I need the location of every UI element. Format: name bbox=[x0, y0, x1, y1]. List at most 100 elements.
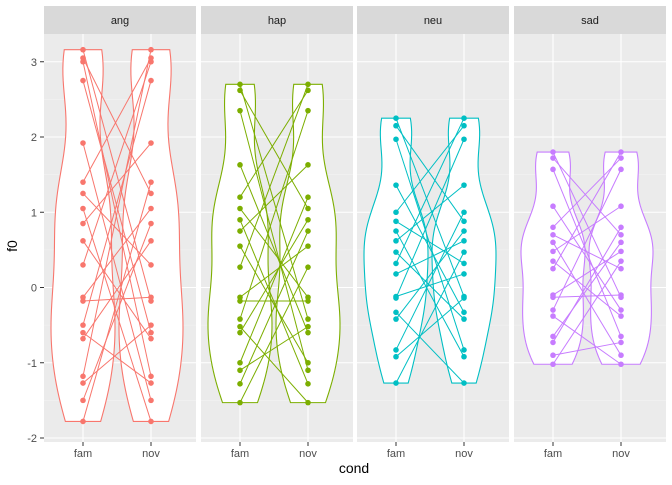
data-point-fam bbox=[80, 58, 86, 65]
data-point-nov bbox=[461, 238, 467, 244]
data-point-fam bbox=[80, 140, 86, 146]
panels-layer: ang fam nov hap fam nov neu fam nov sad fam nov bbox=[44, 6, 666, 460]
data-point-fam bbox=[237, 367, 243, 374]
data-point-nov bbox=[148, 179, 154, 185]
pair-line bbox=[395, 220, 465, 264]
data-point-nov bbox=[148, 418, 154, 425]
pair-line bbox=[395, 184, 465, 242]
data-point-fam bbox=[80, 262, 86, 268]
pair-line bbox=[552, 227, 622, 343]
y-axis-title: f0 bbox=[4, 240, 20, 252]
pair-line bbox=[239, 219, 309, 333]
pair-line bbox=[82, 332, 152, 384]
pair-line bbox=[239, 110, 309, 320]
y-tick-label: -2 bbox=[27, 433, 37, 445]
x-tick-label: fam bbox=[231, 448, 249, 460]
data-point-fam bbox=[393, 115, 399, 121]
data-point-fam bbox=[80, 329, 86, 336]
strip-background bbox=[514, 6, 666, 34]
pair-line bbox=[395, 139, 465, 351]
data-point-fam bbox=[393, 182, 399, 188]
data-point-nov bbox=[305, 205, 311, 212]
violin-ang-fam bbox=[50, 49, 116, 422]
data-point-fam bbox=[237, 162, 243, 168]
x-tick-label: fam bbox=[387, 448, 405, 460]
pair-line bbox=[552, 294, 622, 298]
data-point-fam bbox=[80, 179, 86, 185]
data-point-fam bbox=[237, 399, 243, 406]
data-point-nov bbox=[618, 313, 624, 319]
data-point-fam bbox=[80, 335, 86, 342]
pair-line bbox=[82, 61, 152, 377]
data-point-fam bbox=[550, 248, 556, 255]
strip-label-sad: sad bbox=[581, 15, 599, 27]
facet-panel-ang: ang fam nov bbox=[44, 6, 196, 460]
data-point-nov bbox=[461, 295, 467, 301]
data-point-nov bbox=[618, 333, 624, 340]
data-point-fam bbox=[237, 87, 243, 94]
data-point-fam bbox=[393, 260, 399, 267]
data-point-nov bbox=[305, 316, 311, 322]
data-point-fam bbox=[237, 205, 243, 212]
pair-line bbox=[82, 57, 152, 183]
pair-line bbox=[552, 242, 622, 356]
pair-line bbox=[239, 326, 309, 371]
data-point-nov bbox=[461, 209, 467, 216]
data-point-fam bbox=[550, 333, 556, 340]
pair-line bbox=[239, 197, 309, 363]
data-point-fam bbox=[80, 46, 86, 53]
data-point-nov bbox=[461, 271, 467, 277]
data-point-fam bbox=[237, 359, 243, 366]
data-point-fam bbox=[550, 265, 556, 272]
data-point-fam bbox=[237, 194, 243, 200]
data-point-fam bbox=[80, 298, 86, 304]
data-point-fam bbox=[237, 316, 243, 322]
pair-line bbox=[552, 234, 622, 270]
pair-line bbox=[552, 169, 622, 311]
y-tick-label: 3 bbox=[31, 57, 37, 69]
strip-background bbox=[201, 6, 353, 34]
data-point-fam bbox=[550, 307, 556, 313]
data-point-nov bbox=[618, 265, 624, 272]
data-point-nov bbox=[148, 190, 154, 197]
data-point-fam bbox=[393, 271, 399, 277]
pair-line bbox=[239, 208, 309, 298]
pair-line bbox=[82, 296, 152, 302]
pair-line bbox=[239, 84, 309, 320]
data-point-nov bbox=[305, 216, 311, 223]
y-tick-label: 2 bbox=[31, 132, 37, 144]
x-tick-label: nov bbox=[455, 448, 473, 460]
pair-line bbox=[395, 125, 465, 222]
pair-line bbox=[239, 164, 309, 333]
data-point-nov bbox=[148, 335, 154, 342]
data-point-nov bbox=[305, 107, 311, 114]
pair-line bbox=[239, 164, 309, 232]
data-point-nov bbox=[618, 339, 624, 346]
data-point-nov bbox=[461, 115, 467, 121]
data-point-fam bbox=[393, 209, 399, 216]
data-point-nov bbox=[305, 81, 311, 88]
data-point-fam bbox=[393, 347, 399, 353]
data-point-nov bbox=[148, 322, 154, 328]
y-axis: -2 -1 0 1 2 3 bbox=[27, 57, 44, 445]
x-tick-label: nov bbox=[142, 448, 160, 460]
pair-line bbox=[82, 142, 152, 401]
data-point-nov bbox=[618, 294, 624, 301]
pair-line bbox=[395, 117, 465, 264]
data-point-fam bbox=[550, 258, 556, 264]
pair-line bbox=[239, 326, 309, 403]
strip-label-neu: neu bbox=[424, 15, 442, 27]
data-point-fam bbox=[237, 298, 243, 304]
pair-line bbox=[395, 230, 465, 357]
data-point-nov bbox=[618, 361, 624, 368]
pair-line bbox=[82, 208, 152, 422]
data-point-fam bbox=[393, 136, 399, 143]
pair-line bbox=[239, 245, 309, 298]
data-point-nov bbox=[148, 220, 154, 227]
pair-line bbox=[395, 230, 465, 320]
pair-line bbox=[82, 182, 152, 422]
data-point-nov bbox=[618, 307, 624, 313]
pair-line bbox=[239, 230, 309, 385]
pair-line bbox=[552, 341, 622, 356]
